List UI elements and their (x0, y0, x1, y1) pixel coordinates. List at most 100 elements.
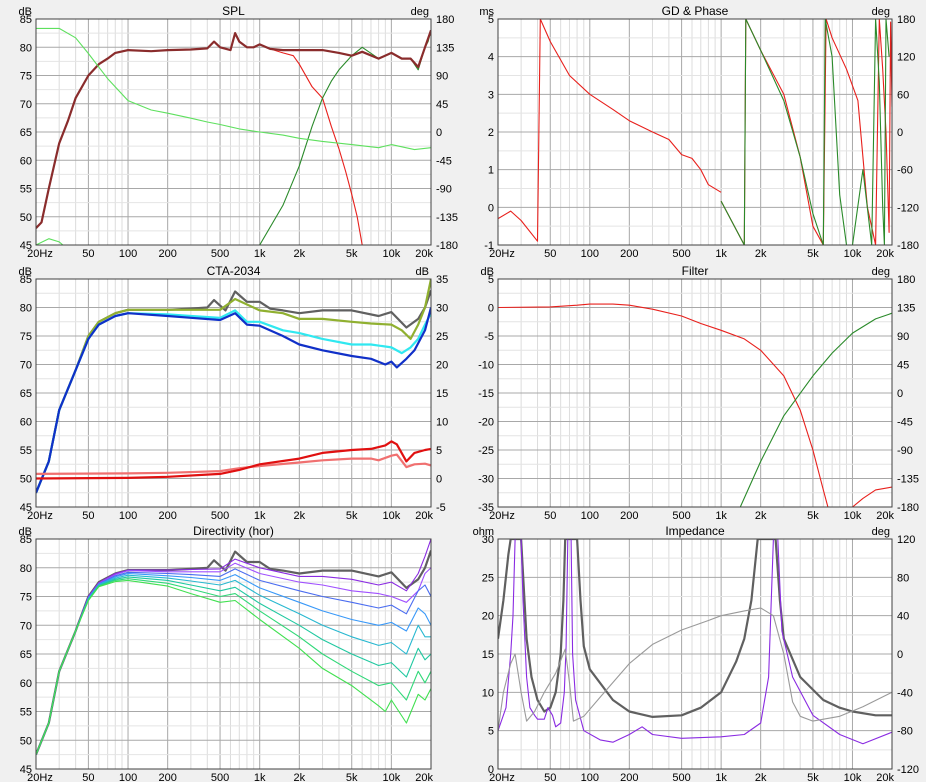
chart-title: Filter (682, 264, 709, 278)
x-tick-label: 50 (544, 510, 556, 522)
x-tick-label: 20k (876, 248, 894, 260)
x-tick-label: 10k (844, 772, 862, 782)
x-tick-label: 20k (415, 772, 433, 782)
x-tick-label: 5k (807, 248, 819, 260)
y-tick-label: -25 (478, 445, 494, 457)
x-tick-label: 200 (620, 510, 638, 522)
y-tick-label: 0 (488, 303, 494, 315)
series-line-tweeter-phase (720, 19, 890, 245)
x-tick-label: 20Hz (489, 772, 515, 782)
x-tick-label: 5k (346, 248, 358, 260)
x-tick-label: 20Hz (489, 248, 515, 260)
plot-frame (35, 18, 432, 246)
y2-tick-label: 90 (897, 331, 909, 343)
y2-tick-label: -5 (436, 502, 446, 514)
x-tick-label: 1k (254, 510, 266, 522)
y2-tick-label: 80 (897, 572, 909, 584)
left-unit-label: ohm (473, 526, 494, 538)
y2-tick-label: 45 (436, 99, 448, 111)
x-tick-label: 200 (158, 510, 176, 522)
y2-tick-label: 180 (897, 274, 915, 286)
right-unit-label: deg (872, 266, 890, 278)
x-tick-label: 20Hz (27, 510, 53, 522)
y2-tick-label: -180 (436, 240, 458, 252)
y-tick-label: 55 (20, 184, 32, 196)
left-unit-label: dB (19, 6, 32, 18)
panel-spl: SPL dB deg 85 80 75 70 65 60 55 50 45 180 135 90 45 0 -45… (19, 4, 459, 260)
y2-tick-label: 90 (436, 71, 448, 83)
x-tick-label: 5k (346, 510, 358, 522)
y2-tick-label: 120 (897, 534, 915, 546)
chart-title: GD & Phase (662, 4, 729, 18)
left-unit-label: dB (19, 266, 32, 278)
x-tick-label: 2k (294, 772, 306, 782)
x-tick-label: 2k (294, 510, 306, 522)
y-tick-label: 3 (488, 89, 494, 101)
y-tick-label: 85 (20, 14, 32, 26)
y2-tick-label: 0 (436, 127, 442, 139)
y2-tick-label: 135 (436, 42, 454, 54)
x-tick-label: 5k (346, 772, 358, 782)
y-tick-label: -1 (484, 240, 494, 252)
y2-tick-label: -120 (897, 202, 919, 214)
grid (36, 278, 431, 508)
x-tick-label: 200 (158, 772, 176, 782)
x-tick-label: 20k (415, 510, 433, 522)
x-tick-label: 100 (119, 772, 137, 782)
x-tick-label: 10k (844, 510, 862, 522)
x-tick-label: 1k (715, 510, 727, 522)
x-tick-label: 10k (382, 772, 400, 782)
right-unit-label: deg (872, 6, 890, 18)
right-unit-label: deg (872, 526, 890, 538)
series-group (36, 539, 431, 756)
left-unit-label: dB (481, 266, 494, 278)
grid (498, 278, 892, 508)
series-group (36, 27, 431, 245)
y-tick-label: 45 (20, 240, 32, 252)
x-tick-label: 1k (254, 248, 266, 260)
y-tick-label: 2 (488, 127, 494, 139)
x-tick-label: 1k (715, 772, 727, 782)
plot-frame (497, 278, 893, 508)
series-line-group-delay (498, 19, 722, 242)
plot-frame (497, 18, 893, 246)
y-tick-label: 85 (20, 534, 32, 546)
y-tick-label: 65 (20, 388, 32, 400)
y-tick-label: 45 (20, 764, 32, 776)
series-line-woofer-filter (498, 303, 829, 507)
y-tick-label: 80 (20, 42, 32, 54)
x-tick-label: 5k (807, 772, 819, 782)
y-tick-label: 20 (482, 611, 494, 623)
y2-tick-label: 15 (436, 388, 448, 400)
x-tick-label: 20k (876, 510, 894, 522)
chart-title: CTA-2034 (207, 264, 261, 278)
series-line-tweeter-filter (739, 312, 892, 507)
x-tick-label: 1k (254, 772, 266, 782)
y-tick-label: 1 (488, 165, 494, 177)
x-tick-label: 50 (82, 248, 94, 260)
x-tick-label: 500 (672, 248, 690, 260)
y-tick-label: 5 (488, 726, 494, 738)
x-tick-label: 50 (544, 248, 556, 260)
right-unit-label: deg (411, 6, 429, 18)
right-unit-label: dB (416, 266, 429, 278)
y-tick-label: 30 (482, 534, 494, 546)
x-tick-label: 500 (672, 772, 690, 782)
y2-tick-label: 0 (436, 474, 442, 486)
panel-gd-phase: GD & Phase ms deg 5 4 3 2 1 0 -1 180 120 60 0 -60 -120 -… (479, 4, 919, 260)
y2-tick-label: -40 (897, 687, 913, 699)
y2-tick-label: -180 (897, 240, 919, 252)
x-tick-label: 50 (82, 772, 94, 782)
y-tick-label: 75 (20, 71, 32, 83)
x-tick-label: 20k (415, 248, 433, 260)
y2-tick-label: 10 (436, 417, 448, 429)
plot-frame (35, 278, 432, 508)
y2-tick-label: 0 (897, 388, 903, 400)
left-unit-label: ms (479, 6, 494, 18)
grid (498, 18, 892, 246)
y-tick-label: -35 (478, 502, 494, 514)
x-tick-label: 20Hz (489, 510, 515, 522)
series-line-impedance-phase (498, 607, 892, 731)
